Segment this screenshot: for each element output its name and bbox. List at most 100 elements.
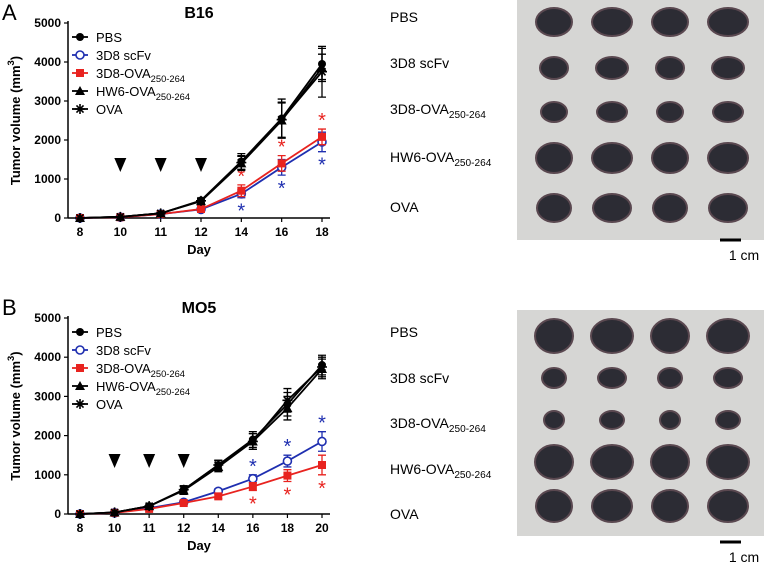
marker xyxy=(317,362,327,372)
marker xyxy=(248,482,257,491)
tumor xyxy=(535,489,573,523)
marker xyxy=(277,159,286,168)
x-tick-label: 12 xyxy=(177,521,191,535)
tumor xyxy=(650,318,690,354)
marker xyxy=(318,461,326,469)
significance: * xyxy=(249,493,257,515)
marker xyxy=(214,492,223,501)
tumor xyxy=(597,367,627,389)
x-axis-label: Day xyxy=(187,538,212,553)
legend-label: HW6-OVA250-264 xyxy=(96,379,190,397)
marker xyxy=(276,114,287,125)
marker xyxy=(76,69,84,77)
marker xyxy=(76,364,84,372)
line xyxy=(79,366,323,515)
marker xyxy=(236,157,247,168)
marker xyxy=(75,104,85,114)
photo-row-label: PBS xyxy=(390,324,418,340)
x-tick-label: 14 xyxy=(212,521,226,535)
tumor xyxy=(590,318,634,354)
marker xyxy=(196,195,206,206)
photo-row-label: 3D8 scFv xyxy=(390,370,449,386)
chart-title: B16 xyxy=(184,5,213,22)
marker xyxy=(155,208,166,219)
significance: * xyxy=(318,110,326,132)
x-tick-label: 11 xyxy=(143,521,156,535)
x-tick-label: 18 xyxy=(281,521,295,535)
series xyxy=(75,45,327,223)
photo-row-label: 3D8-OVA250-264 xyxy=(390,415,486,435)
marker xyxy=(318,132,326,141)
y-tick-label: 1000 xyxy=(34,468,61,482)
y-tick-label: 4000 xyxy=(34,350,61,364)
marker xyxy=(109,507,120,518)
marker xyxy=(237,186,246,195)
tumor xyxy=(651,7,689,37)
tumor xyxy=(543,410,565,430)
photo-row-label: 3D8-OVA250-264 xyxy=(390,101,486,121)
injection-arrow xyxy=(143,454,156,468)
chart-title: MO5 xyxy=(182,300,217,317)
tumor xyxy=(534,318,574,354)
tumor xyxy=(592,193,632,223)
marker xyxy=(75,50,85,60)
tumor xyxy=(707,489,749,523)
marker xyxy=(76,328,84,336)
legend-label: PBS xyxy=(96,325,122,340)
photo-row-label: PBS xyxy=(390,9,418,25)
significance: * xyxy=(278,178,286,200)
marker xyxy=(197,205,205,214)
y-tick-label: 1000 xyxy=(34,172,61,186)
y-tick-label: 2000 xyxy=(34,133,61,147)
legend-label: OVA xyxy=(96,397,123,412)
legend-label: 3D8 scFv xyxy=(96,48,151,63)
tumor xyxy=(591,7,633,37)
marker xyxy=(76,33,84,41)
significance: * xyxy=(237,166,245,188)
marker xyxy=(115,211,126,222)
marker xyxy=(75,213,85,223)
tumor xyxy=(539,56,569,80)
x-tick-label: 20 xyxy=(315,521,329,535)
x-tick-label: 8 xyxy=(77,225,84,239)
injection-arrow xyxy=(114,158,127,172)
x-tick-label: 14 xyxy=(235,225,249,239)
marker xyxy=(75,345,85,355)
tumor xyxy=(541,367,567,389)
x-tick-label: 16 xyxy=(246,521,260,535)
marker xyxy=(75,86,85,95)
tumor xyxy=(590,444,634,480)
tumor xyxy=(708,193,748,223)
y-tick-label: 0 xyxy=(54,211,61,225)
tumor xyxy=(651,142,689,174)
x-tick-label: 8 xyxy=(77,521,84,535)
tumor xyxy=(591,489,633,523)
y-tick-label: 4000 xyxy=(34,55,61,69)
y-tick-label: 2000 xyxy=(34,429,61,443)
marker xyxy=(247,436,258,447)
tumor xyxy=(706,444,750,480)
tumor xyxy=(595,56,629,80)
tumor xyxy=(599,410,625,430)
legend-label: HW6-OVA250-264 xyxy=(96,84,190,102)
scale-label: 1 cm xyxy=(729,247,759,263)
injection-arrow xyxy=(108,454,121,468)
marker xyxy=(179,499,188,508)
tumor xyxy=(707,142,749,174)
y-axis-label: Tumor volume (mm3) xyxy=(6,351,23,480)
y-tick-label: 5000 xyxy=(34,311,61,325)
y-tick-label: 3000 xyxy=(34,389,61,403)
tumor xyxy=(657,367,683,389)
legend-label: OVA xyxy=(96,102,123,117)
marker xyxy=(75,381,85,390)
injection-arrow xyxy=(154,158,167,172)
legend-label: 3D8-OVA250-264 xyxy=(96,66,185,84)
y-tick-label: 0 xyxy=(54,507,61,521)
legend-label: 3D8-OVA250-264 xyxy=(96,361,185,379)
legend-label: 3D8 scFv xyxy=(96,343,151,358)
tumor xyxy=(596,101,628,123)
tumor xyxy=(536,193,572,223)
significance: * xyxy=(318,155,326,177)
marker xyxy=(144,501,155,512)
